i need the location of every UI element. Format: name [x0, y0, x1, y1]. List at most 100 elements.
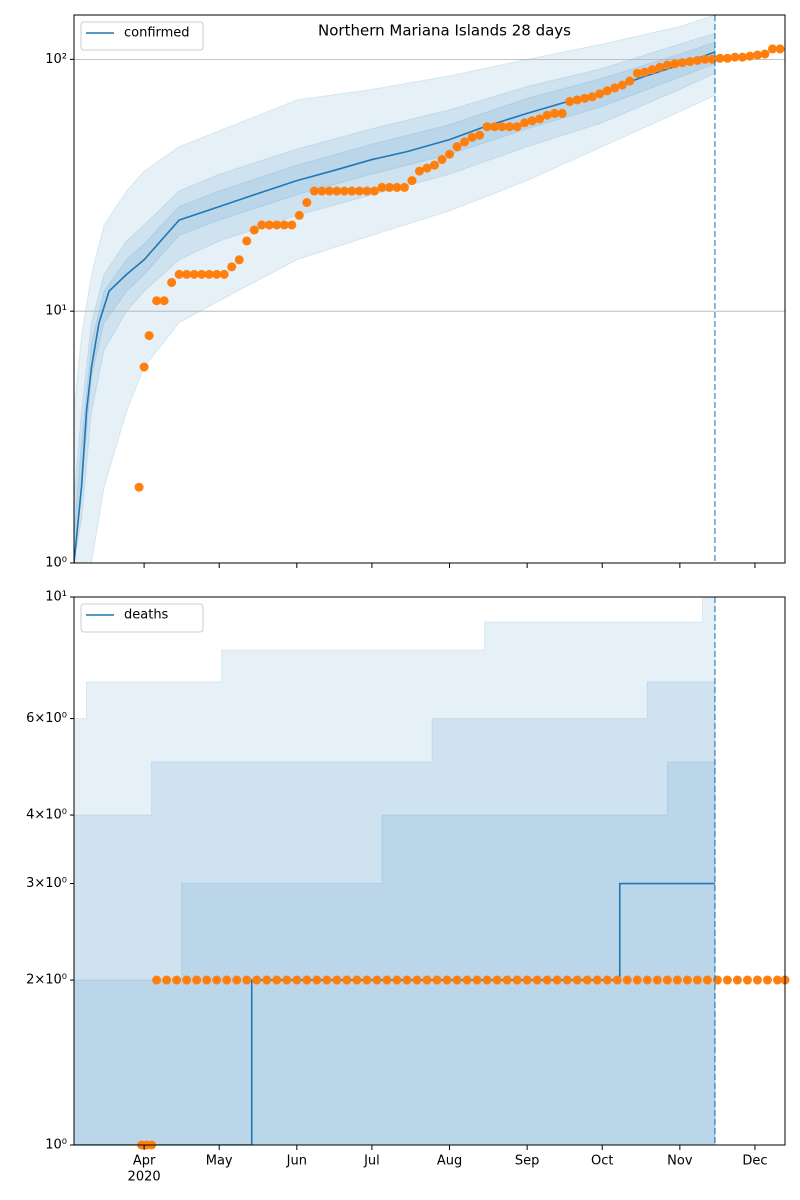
point	[192, 975, 202, 985]
plot-area	[74, 597, 716, 1145]
point	[152, 975, 162, 985]
point	[532, 975, 542, 985]
point	[159, 296, 169, 306]
x-tick-label: May	[206, 1154, 233, 1169]
point	[302, 975, 312, 985]
point	[557, 108, 567, 118]
point	[655, 62, 665, 72]
point	[182, 269, 192, 279]
point	[497, 122, 507, 132]
point	[702, 975, 712, 985]
point	[162, 975, 172, 985]
point	[715, 53, 725, 63]
point	[475, 130, 485, 140]
y-tick-label: 10⁰	[45, 1138, 67, 1153]
point	[467, 132, 477, 142]
point	[700, 54, 710, 64]
point	[610, 83, 620, 93]
point	[414, 166, 424, 176]
point	[672, 975, 682, 985]
y-tick-label: 10²	[45, 52, 67, 67]
point	[422, 163, 432, 173]
point	[317, 186, 327, 196]
point	[662, 975, 672, 985]
point	[189, 269, 199, 279]
y-tick-label: 6×10⁰	[26, 711, 67, 726]
point	[632, 68, 642, 78]
point	[622, 975, 632, 985]
point	[167, 277, 177, 287]
band	[74, 761, 716, 1145]
point	[692, 55, 702, 65]
point	[772, 975, 782, 985]
point	[550, 108, 560, 118]
x-tick-label: Sep	[515, 1154, 540, 1169]
point	[542, 110, 552, 120]
point	[670, 59, 680, 69]
point	[632, 975, 642, 985]
point	[692, 975, 702, 985]
point	[722, 975, 732, 985]
point	[407, 176, 417, 186]
point	[745, 51, 755, 61]
band	[74, 15, 716, 563]
point	[775, 44, 785, 54]
point	[412, 975, 422, 985]
point	[602, 975, 612, 985]
x-tick-label: Dec	[742, 1154, 767, 1169]
point	[652, 975, 662, 985]
point	[242, 236, 252, 246]
y-tick-label: 10⁰	[45, 556, 67, 571]
point	[332, 975, 342, 985]
point	[377, 182, 387, 192]
point	[392, 975, 402, 985]
x-tick-label: Jul	[363, 1154, 380, 1169]
point	[685, 57, 695, 67]
point	[342, 975, 352, 985]
point	[502, 975, 512, 985]
point	[242, 975, 252, 985]
point	[462, 975, 472, 985]
point	[617, 80, 627, 90]
y-tick-label: 3×10⁰	[26, 876, 67, 891]
point	[580, 93, 590, 103]
point	[204, 269, 214, 279]
point	[382, 975, 392, 985]
point	[202, 975, 212, 985]
point	[512, 975, 522, 985]
axes-frame	[73, 14, 786, 564]
point	[369, 186, 379, 196]
legend-label: confirmed	[124, 26, 190, 41]
point	[332, 186, 342, 196]
point	[612, 975, 622, 985]
legend-label: deaths	[124, 608, 169, 623]
legend-box	[80, 603, 204, 633]
point	[505, 122, 515, 132]
x-tick-label: Nov	[667, 1154, 693, 1169]
point	[384, 182, 394, 192]
x-tick-label: Oct	[591, 1154, 613, 1169]
point	[527, 116, 537, 126]
y-tick-label: 10¹	[45, 590, 67, 605]
point	[339, 186, 349, 196]
point	[139, 362, 149, 372]
point	[294, 210, 304, 220]
point	[182, 975, 192, 985]
band	[74, 681, 716, 1145]
point	[682, 975, 692, 985]
point	[399, 182, 409, 192]
point	[232, 975, 242, 985]
point	[362, 186, 372, 196]
x-year-label: 2020	[128, 1170, 161, 1185]
point	[262, 975, 272, 985]
point	[587, 92, 597, 102]
point	[482, 122, 492, 132]
point	[452, 142, 462, 152]
point	[264, 220, 274, 230]
point	[442, 975, 452, 985]
point	[422, 975, 432, 985]
point	[762, 975, 772, 985]
point	[565, 97, 575, 107]
point	[432, 975, 442, 985]
